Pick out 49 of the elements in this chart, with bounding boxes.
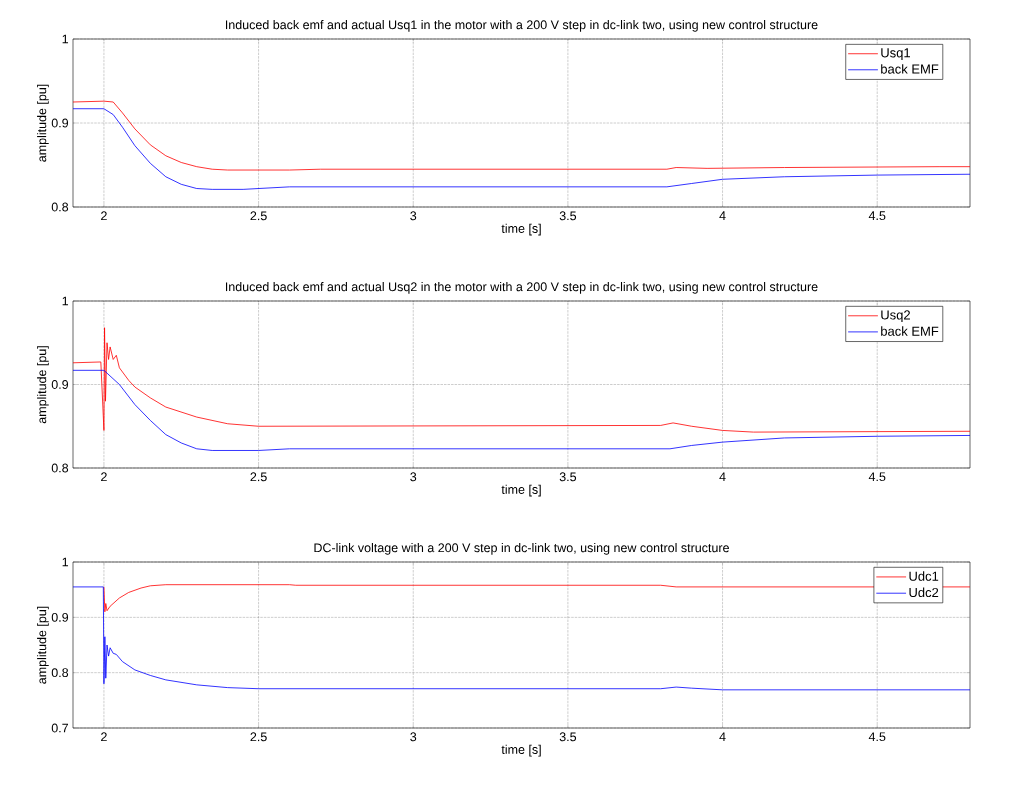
x-axis-title: time [s] [501,223,541,236]
x-tick-label: 3 [410,732,417,742]
x-tick-label: 3 [410,211,417,221]
y-tick-label: 0.9 [51,612,69,622]
legend-label: Usq2 [881,310,910,323]
line-series [73,100,971,171]
x-tick-label: 4.5 [868,732,886,742]
x-tick-label: 2.5 [250,211,267,221]
y-tick-label: 0.9 [51,118,69,128]
x-tick-label: 3 [410,472,417,482]
x-axis-title: time [s] [501,744,541,757]
legend-label: back EMF [881,326,939,336]
y-tick-label: 1 [62,557,69,567]
x-tick-label: 3.5 [559,211,577,221]
y-tick-label: 0.8 [51,668,69,678]
y-tick-label: 0.8 [51,202,69,212]
y-axis-title: amplitude [pu] [37,606,49,684]
x-axis-title: time [s] [501,484,541,497]
x-tick-label: 2 [101,211,107,221]
x-tick-label: 2 [101,472,107,482]
chart-title: Induced back emf and actual Usq1 in the motor with a 200 V step in dc-link two, using new control structure [225,20,818,32]
line-series [73,108,971,190]
chart-title: DC-link voltage with a 200 V step in dc-link two, using new control structure [314,543,729,555]
chart-title: Induced back emf and actual Usq2 in the motor with a 200 V step in dc-link two, using new control structure [225,282,818,294]
legend-label: Usq1 [881,48,910,60]
legend-label: Udc2 [909,587,939,598]
line-series [73,327,971,433]
x-tick-label: 4 [719,732,726,741]
x-tick-label: 3.5 [559,472,577,482]
y-tick-label: 0.7 [51,723,69,733]
legend-label: Udc1 [909,571,939,581]
x-tick-label: 4.5 [868,472,886,482]
line-series [73,586,971,691]
y-tick-label: 0.8 [51,463,69,473]
x-tick-label: 4 [719,472,726,481]
y-tick-label: 0.9 [51,380,69,389]
x-tick-label: 3.5 [559,732,577,742]
x-tick-label: 2.5 [250,732,267,742]
x-tick-label: 4 [719,211,726,220]
legend-label: back EMF [881,64,939,74]
y-tick-label: 1 [62,296,69,306]
x-tick-label: 2.5 [250,472,267,482]
y-axis-title: amplitude [pu] [37,346,49,424]
x-tick-label: 4.5 [868,211,886,221]
y-axis-title: amplitude [pu] [37,84,49,162]
x-tick-label: 2 [101,732,107,742]
line-series [73,369,971,451]
line-series [103,584,971,613]
y-tick-label: 1 [62,34,69,44]
